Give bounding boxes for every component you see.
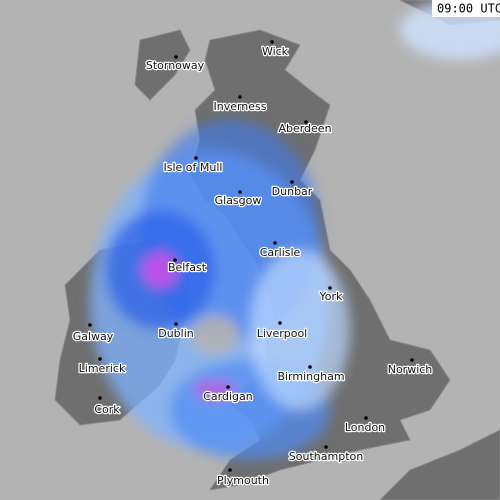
place-label: Aberdeen: [278, 122, 331, 135]
place-label: Birmingham: [277, 370, 344, 383]
place-dot: [273, 241, 277, 245]
place-label: York: [319, 290, 344, 303]
place-dot: [238, 95, 242, 99]
place-label: Plymouth: [217, 474, 269, 487]
place-label: Glasgow: [215, 194, 262, 207]
place-dot: [324, 445, 328, 449]
place-label: Dublin: [158, 327, 194, 340]
place-label: Liverpool: [257, 327, 307, 340]
place-label: Carlisle: [260, 246, 301, 259]
place-dot: [270, 40, 274, 44]
place-label: Stornoway: [146, 59, 205, 72]
place-dot: [98, 396, 102, 400]
place-dot: [278, 321, 282, 325]
place-dot: [174, 55, 178, 59]
place-dot: [173, 258, 177, 262]
place-dot: [226, 385, 230, 389]
place-label: Southampton: [289, 450, 363, 463]
time-box: [432, 0, 500, 17]
place-dot: [194, 156, 198, 160]
place-dot: [290, 180, 294, 184]
timestamp: 09:00 UTC: [437, 2, 500, 16]
place-dot: [410, 358, 414, 362]
place-label: Inverness: [213, 100, 266, 113]
place-dot: [364, 416, 368, 420]
place-label: London: [345, 421, 385, 434]
place-dot: [328, 286, 332, 290]
place-label: Isle of Mull: [164, 161, 223, 174]
place-dot: [308, 365, 312, 369]
place-dot: [174, 322, 178, 326]
place-dot: [98, 357, 102, 361]
place-dot: [238, 190, 242, 194]
place-label: Wick: [262, 45, 289, 58]
place-dot: [304, 120, 308, 124]
place-label: Cork: [94, 403, 120, 416]
place-dot: [88, 323, 92, 327]
place-label: Belfast: [168, 261, 207, 274]
place-label: Limerick: [79, 362, 126, 375]
place-label: Galway: [73, 330, 114, 343]
place-dot: [228, 468, 232, 472]
place-label: Dunbar: [272, 185, 313, 198]
place-label: Norwich: [388, 363, 433, 376]
place-label: Cardigan: [203, 390, 253, 403]
